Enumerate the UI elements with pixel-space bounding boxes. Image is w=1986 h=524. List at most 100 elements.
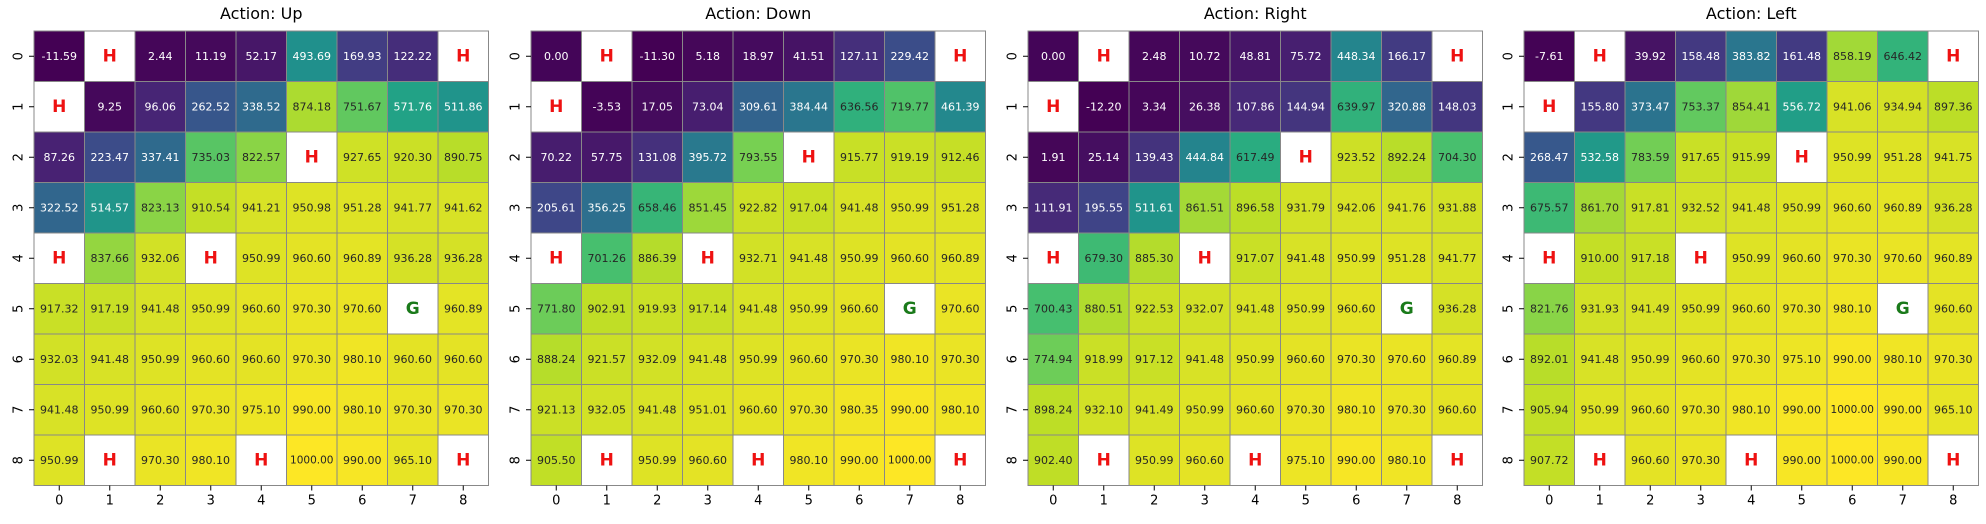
cell-value-label: 858.19: [1833, 50, 1872, 63]
y-tick-label: 3: [12, 204, 27, 212]
heatmap-cell: [682, 434, 734, 486]
x-tick-label: 1: [106, 494, 114, 509]
cell-value-label: 932.10: [1085, 403, 1124, 416]
heatmap-cell: [1431, 434, 1483, 486]
hole-label: H: [456, 450, 470, 470]
cell-value-label: 950.99: [739, 353, 778, 366]
cell-value-label: 122.22: [394, 50, 433, 63]
heatmap-cell: [581, 434, 633, 486]
cell-value-label: 941.48: [1732, 201, 1771, 214]
heatmap-cell: [1826, 384, 1878, 436]
cell-value-label: 970.30: [840, 353, 879, 366]
heatmap-cell: [682, 182, 734, 234]
cell-value-label: -11.30: [640, 50, 675, 63]
cell-value-label: 384.44: [790, 100, 829, 113]
cell-value-label: 970.30: [1337, 353, 1376, 366]
cell-value-label: 144.94: [1287, 100, 1326, 113]
heatmap-cell: [1877, 434, 1929, 486]
cell-value-label: 111.91: [1034, 201, 1073, 214]
heatmap-cell: [1523, 434, 1575, 486]
cell-value-label: 338.52: [242, 100, 281, 113]
x-tick-label: 3: [1201, 494, 1209, 509]
hole-label: H: [1744, 450, 1758, 470]
heatmap-cell: [1574, 283, 1626, 335]
cell-value-label: 556.72: [1783, 100, 1822, 113]
x-tick-label: 2: [653, 494, 661, 509]
cell-value-label: 941.75: [1934, 151, 1973, 164]
cell-value-label: 87.26: [44, 151, 76, 164]
y-tick-label: 4: [509, 254, 524, 262]
heatmap-cell: [336, 81, 388, 133]
cell-value-label: 3.34: [1142, 100, 1167, 113]
heatmap-cell: [1229, 384, 1281, 436]
cell-value-label: 851.45: [689, 201, 728, 214]
cell-value-label: 980.10: [192, 454, 231, 467]
heatmap-cell: [934, 232, 986, 284]
heatmap-cell: [530, 232, 582, 284]
heatmap-cell: [934, 81, 986, 133]
cell-value-label: 941.48: [638, 403, 677, 416]
heatmap-cell: [1927, 283, 1979, 335]
cell-value-label: 169.93: [343, 50, 382, 63]
cell-value-label: 493.69: [293, 50, 332, 63]
heatmap-cell: [437, 81, 489, 133]
heatmap-cell: [1280, 131, 1332, 183]
hole-label: H: [802, 147, 816, 167]
heatmap-cell: [286, 30, 338, 82]
heatmap-cell: [1078, 131, 1130, 183]
heatmap-cell: [33, 283, 85, 335]
cell-value-label: 444.84: [1186, 151, 1225, 164]
heatmap-cell: [1725, 131, 1777, 183]
cell-value-label: 936.28: [1438, 302, 1477, 315]
y-tick-label: 1: [12, 103, 27, 111]
cell-value-label: 960.60: [1186, 454, 1225, 467]
cell-value-label: 205.61: [537, 201, 576, 214]
y-tick-label: 3: [1502, 204, 1517, 212]
heatmap-cell: [682, 131, 734, 183]
heatmap-cell: [682, 232, 734, 284]
cell-value-label: 793.55: [739, 151, 778, 164]
cell-value-label: 1000.00: [1831, 404, 1874, 416]
heatmap-cell: [336, 384, 388, 436]
hole-label: H: [1593, 46, 1607, 66]
heatmap-cell: [732, 333, 784, 385]
cell-value-label: 892.24: [1388, 151, 1427, 164]
heatmap-cell: [530, 434, 582, 486]
cell-value-label: 107.86: [1236, 100, 1275, 113]
cell-value-label: 511.86: [444, 100, 483, 113]
heatmap-cell: [783, 81, 835, 133]
heatmap-cell: [33, 131, 85, 183]
cell-value-label: 52.17: [246, 50, 278, 63]
cell-value-label: 461.39: [941, 100, 980, 113]
heatmap-cell: [1381, 333, 1433, 385]
hole-label: H: [751, 450, 765, 470]
cell-value-label: 919.19: [891, 151, 930, 164]
cell-value-label: 941.48: [790, 252, 829, 265]
heatmap-cell: [1776, 333, 1828, 385]
hole-label: H: [1299, 147, 1313, 167]
heatmap-cell: [33, 182, 85, 234]
cell-value-label: 950.99: [840, 252, 879, 265]
cell-value-label: 970.30: [394, 403, 433, 416]
cell-value-label: 970.60: [1388, 353, 1427, 366]
cell-value-label: 960.60: [1631, 403, 1670, 416]
heatmap-cell: [1128, 333, 1180, 385]
cell-value-label: 932.03: [40, 353, 79, 366]
heatmap-cell: [1877, 384, 1929, 436]
heatmap-cell: [336, 232, 388, 284]
hole-label: H: [254, 450, 268, 470]
heatmap-cell: [1725, 333, 1777, 385]
heatmap-cell: [783, 232, 835, 284]
x-tick-label: 0: [1545, 494, 1553, 509]
cell-value-label: 1000.00: [888, 454, 931, 466]
cell-value-label: 970.30: [790, 403, 829, 416]
cell-value-label: 950.98: [293, 201, 332, 214]
x-tick-label: 1: [1100, 494, 1108, 509]
cell-value-label: 941.21: [242, 201, 281, 214]
cell-value-label: 960.89: [1884, 201, 1923, 214]
cell-value-label: 931.88: [1438, 201, 1477, 214]
cell-value-label: 10.72: [1189, 50, 1221, 63]
cell-value-label: 617.49: [1236, 151, 1275, 164]
cell-value-label: 941.76: [1388, 201, 1427, 214]
